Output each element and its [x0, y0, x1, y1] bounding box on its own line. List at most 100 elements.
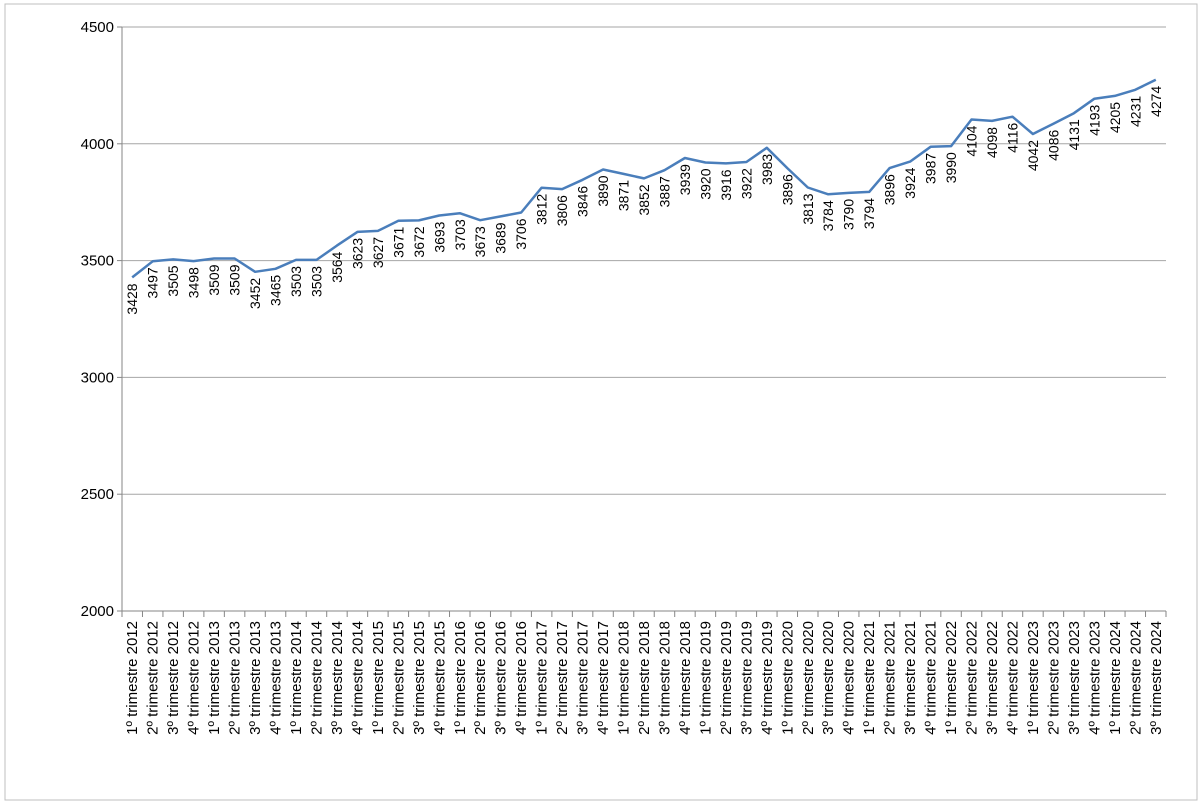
- x-tick-label: 2º trimestre 2016: [472, 621, 489, 735]
- data-label: 3806: [554, 195, 570, 226]
- data-label: 3852: [636, 184, 652, 215]
- x-tick-label: 1º trimestre 2013: [206, 621, 223, 735]
- x-tick-label: 3º trimestre 2015: [411, 621, 428, 735]
- data-label: 3916: [718, 169, 734, 200]
- data-label: 3812: [534, 194, 550, 225]
- frame: [4, 3, 1198, 801]
- data-label: 3871: [616, 180, 632, 211]
- x-tick-label: 4º trimestre 2019: [759, 621, 776, 735]
- data-label: 3428: [124, 283, 140, 314]
- x-tick-label: 1º trimestre 2015: [370, 621, 387, 735]
- y-tick-label: 4500: [81, 19, 114, 36]
- data-label: 4231: [1127, 96, 1143, 127]
- y-tick-label: 2000: [81, 603, 114, 620]
- data-label: 4116: [1004, 122, 1020, 152]
- x-tick-label: 3º trimestre 2024: [1148, 621, 1165, 735]
- x-tick-label: 1º trimestre 2021: [861, 621, 878, 735]
- x-tick-label: 2º trimestre 2024: [1127, 621, 1144, 735]
- x-tick-label: 3º trimestre 2013: [247, 621, 264, 735]
- data-label: 4193: [1086, 105, 1102, 136]
- x-tick-label: 1º trimestre 2016: [452, 621, 469, 735]
- data-label: 3887: [656, 176, 672, 207]
- data-label: 3890: [595, 175, 611, 206]
- x-tick-label: 3º trimestre 2012: [165, 621, 182, 735]
- data-label: 3706: [513, 218, 529, 249]
- x-tick-label: 4º trimestre 2020: [841, 621, 858, 735]
- x-tick-label: 2º trimestre 2013: [227, 621, 244, 735]
- data-label: 3987: [923, 153, 939, 184]
- data-label: 4205: [1107, 102, 1123, 133]
- x-tick-label: 4º trimestre 2023: [1086, 621, 1103, 735]
- data-label: 3452: [247, 278, 263, 309]
- x-tick-label: 4º trimestre 2014: [349, 621, 366, 735]
- data-label: 3703: [452, 219, 468, 250]
- x-tick-label: 2º trimestre 2023: [1045, 621, 1062, 735]
- x-tick-label: 2º trimestre 2015: [390, 621, 407, 735]
- x-tick-label: 2º trimestre 2022: [964, 621, 981, 735]
- data-label: 3790: [841, 199, 857, 230]
- x-tick-label: 2º trimestre 2012: [145, 621, 162, 735]
- data-label: 3627: [370, 237, 386, 268]
- data-label: 3509: [227, 264, 243, 295]
- data-label: 3503: [308, 266, 324, 297]
- x-tick-label: 2º trimestre 2018: [636, 621, 653, 735]
- data-label: 3896: [882, 174, 898, 205]
- x-tick-label: 3º trimestre 2019: [738, 621, 755, 735]
- data-label: 4086: [1045, 130, 1061, 161]
- data-label: 3623: [349, 238, 365, 269]
- x-tick-label: 3º trimestre 2016: [493, 621, 510, 735]
- data-label: 3939: [677, 164, 693, 195]
- data-label: 3784: [820, 200, 836, 231]
- x-tick-label: 3º trimestre 2022: [984, 621, 1001, 735]
- y-tick-label: 2500: [81, 486, 114, 503]
- x-tick-label: 2º trimestre 2020: [800, 621, 817, 735]
- x-tick-label: 3º trimestre 2018: [656, 621, 673, 735]
- data-label: 3846: [575, 186, 591, 217]
- x-tick-label: 1º trimestre 2017: [534, 621, 551, 735]
- x-tick-label: 4º trimestre 2015: [431, 621, 448, 735]
- x-tick-label: 3º trimestre 2023: [1066, 621, 1083, 735]
- data-label: 3693: [431, 221, 447, 252]
- data-label: 3990: [943, 152, 959, 183]
- data-label: 3465: [268, 275, 284, 306]
- y-tick-label: 4000: [81, 136, 114, 153]
- x-tick-label: 1º trimestre 2019: [697, 621, 714, 735]
- x-tick-label: 3º trimestre 2017: [575, 621, 592, 735]
- data-label: 3505: [165, 265, 181, 296]
- x-tick-label: 4º trimestre 2017: [595, 621, 612, 735]
- x-tick-label: 3º trimestre 2020: [820, 621, 837, 735]
- data-label: 3920: [697, 168, 713, 199]
- data-label: 4131: [1066, 119, 1082, 150]
- y-tick-label: 3000: [81, 369, 114, 386]
- data-label: 3673: [472, 226, 488, 257]
- data-line: [131, 78, 1157, 279]
- x-tick-label: 1º trimestre 2018: [616, 621, 633, 735]
- data-label: 3671: [390, 226, 406, 257]
- x-tick-label: 4º trimestre 2021: [923, 621, 940, 735]
- data-label: 3794: [861, 198, 877, 229]
- x-tick-label: 2º trimestre 2019: [718, 621, 735, 735]
- x-tick-label: 3º trimestre 2021: [902, 621, 919, 735]
- x-tick-label: 1º trimestre 2023: [1025, 621, 1042, 735]
- data-label: 3896: [779, 174, 795, 205]
- data-label: 3509: [206, 264, 222, 295]
- data-label: 3813: [800, 193, 816, 224]
- data-label: 4042: [1025, 140, 1041, 171]
- data-label: 3672: [411, 226, 427, 257]
- x-tick-label: 2º trimestre 2017: [554, 621, 571, 735]
- data-label: 3497: [145, 267, 161, 298]
- data-label: 3924: [902, 167, 918, 198]
- x-tick-label: 4º trimestre 2018: [677, 621, 694, 735]
- x-tick-label: 2º trimestre 2021: [882, 621, 899, 735]
- data-label: 3503: [288, 266, 304, 297]
- x-tick-label: 1º trimestre 2020: [779, 621, 796, 735]
- x-tick-label: 4º trimestre 2016: [513, 621, 530, 735]
- x-tick-label: 1º trimestre 2022: [943, 621, 960, 735]
- x-tick-label: 4º trimestre 2012: [186, 621, 203, 735]
- x-tick-label: 1º trimestre 2014: [288, 621, 305, 735]
- x-tick-label: 2º trimestre 2014: [308, 621, 325, 735]
- y-tick-label: 3500: [81, 253, 114, 270]
- data-label: 4104: [964, 125, 980, 156]
- data-label: 3498: [186, 267, 202, 298]
